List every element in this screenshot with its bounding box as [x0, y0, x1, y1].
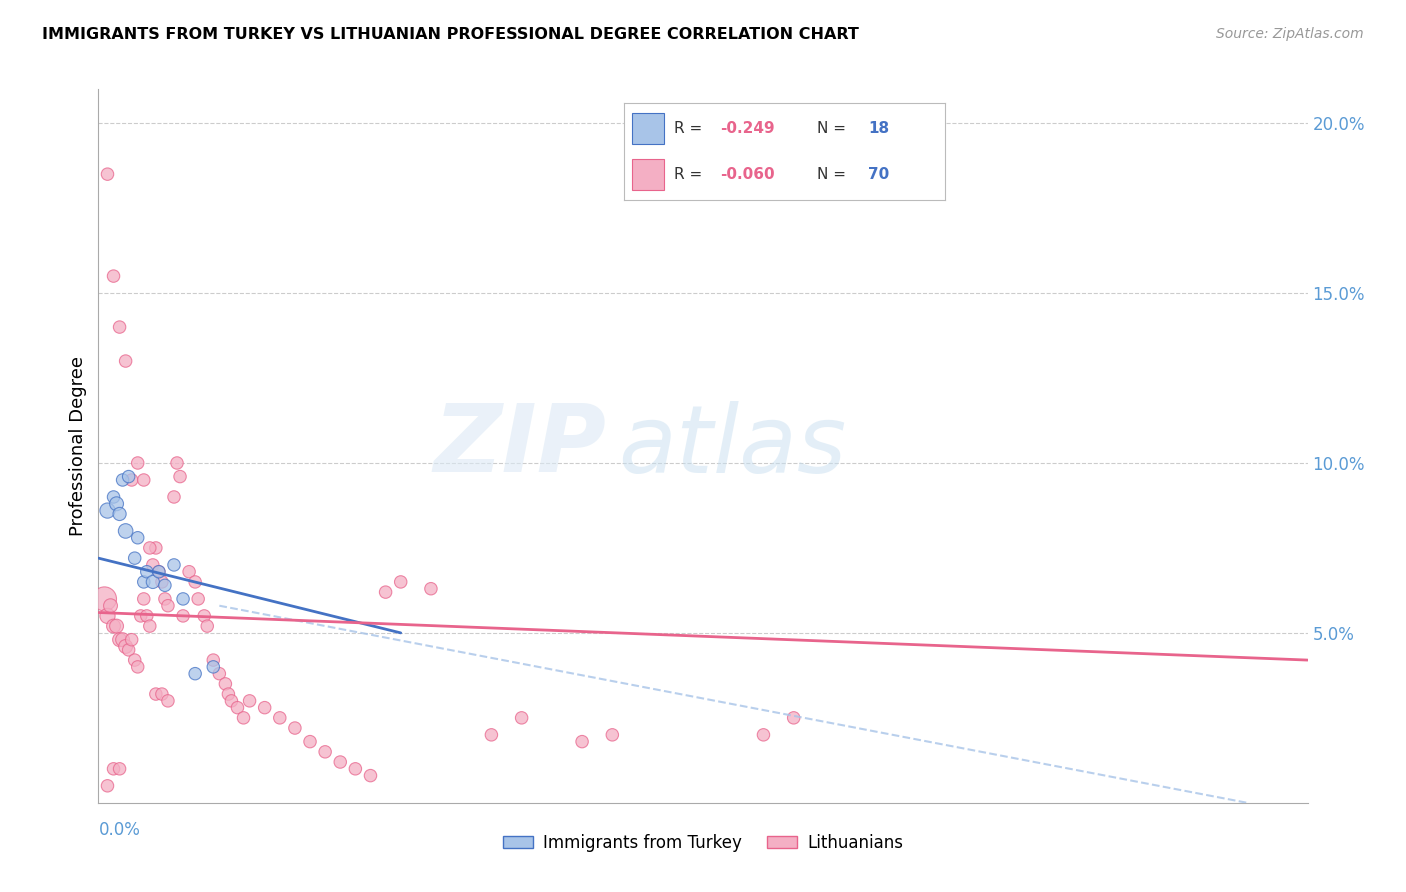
Point [193, 608, 215, 623]
Point [314, 745, 336, 759]
Point [114, 524, 136, 538]
Point [329, 755, 352, 769]
Point [344, 762, 367, 776]
Point [571, 734, 593, 748]
Point [208, 666, 231, 681]
Point [184, 666, 207, 681]
Point [96, 167, 118, 181]
Point [221, 694, 243, 708]
Point [360, 769, 382, 783]
Point [103, 490, 125, 504]
Point [420, 582, 443, 596]
Point [103, 762, 125, 776]
Text: atlas: atlas [619, 401, 846, 491]
Point [202, 660, 225, 674]
Point [105, 497, 128, 511]
Point [108, 320, 131, 334]
Point [156, 694, 179, 708]
Point [148, 565, 170, 579]
Point [139, 619, 162, 633]
Point [111, 473, 134, 487]
Point [129, 608, 152, 623]
Point [96, 779, 118, 793]
Text: IMMIGRANTS FROM TURKEY VS LITHUANIAN PROFESSIONAL DEGREE CORRELATION CHART: IMMIGRANTS FROM TURKEY VS LITHUANIAN PRO… [42, 27, 859, 42]
Point [172, 591, 194, 606]
Point [127, 660, 149, 674]
Text: 0.0%: 0.0% [98, 821, 141, 838]
Point [150, 574, 173, 589]
Point [163, 490, 186, 504]
Point [127, 531, 149, 545]
Point [105, 619, 128, 633]
Legend: Immigrants from Turkey, Lithuanians: Immigrants from Turkey, Lithuanians [496, 828, 910, 859]
Point [163, 558, 186, 572]
Point [145, 687, 167, 701]
Point [217, 687, 239, 701]
Point [124, 653, 146, 667]
Point [96, 608, 118, 623]
Y-axis label: Professional Degree: Professional Degree [69, 356, 87, 536]
Point [118, 469, 141, 483]
Point [602, 728, 624, 742]
Point [153, 591, 176, 606]
Point [135, 608, 157, 623]
Point [139, 541, 162, 555]
Point [179, 565, 201, 579]
Point [481, 728, 503, 742]
Point [374, 585, 396, 599]
Point [253, 700, 276, 714]
Point [142, 574, 165, 589]
Point [142, 558, 165, 572]
Point [153, 578, 176, 592]
Point [510, 711, 533, 725]
Point [195, 619, 218, 633]
Point [114, 640, 136, 654]
Point [121, 632, 143, 647]
Point [127, 456, 149, 470]
Point [135, 565, 157, 579]
Point [103, 269, 125, 284]
Point [108, 632, 131, 647]
Point [169, 469, 191, 483]
Point [100, 599, 122, 613]
Point [284, 721, 307, 735]
Point [93, 591, 115, 606]
Point [121, 473, 143, 487]
Point [752, 728, 775, 742]
Point [783, 711, 806, 725]
Point [187, 591, 209, 606]
Point [132, 591, 155, 606]
Point [108, 507, 131, 521]
Point [118, 643, 141, 657]
Point [103, 619, 125, 633]
Point [96, 503, 118, 517]
Point [184, 574, 207, 589]
Point [232, 711, 254, 725]
Point [214, 677, 236, 691]
Point [269, 711, 291, 725]
Point [111, 632, 134, 647]
Point [156, 599, 179, 613]
Point [172, 608, 194, 623]
Point [239, 694, 262, 708]
Point [114, 354, 136, 368]
Point [132, 473, 155, 487]
Point [108, 762, 131, 776]
Text: ZIP: ZIP [433, 400, 606, 492]
Point [299, 734, 322, 748]
Point [166, 456, 188, 470]
Point [148, 565, 170, 579]
Point [226, 700, 249, 714]
Point [145, 541, 167, 555]
Text: Source: ZipAtlas.com: Source: ZipAtlas.com [1216, 27, 1364, 41]
Point [389, 574, 412, 589]
Point [132, 574, 155, 589]
Point [202, 653, 225, 667]
Point [124, 551, 146, 566]
Point [150, 687, 173, 701]
